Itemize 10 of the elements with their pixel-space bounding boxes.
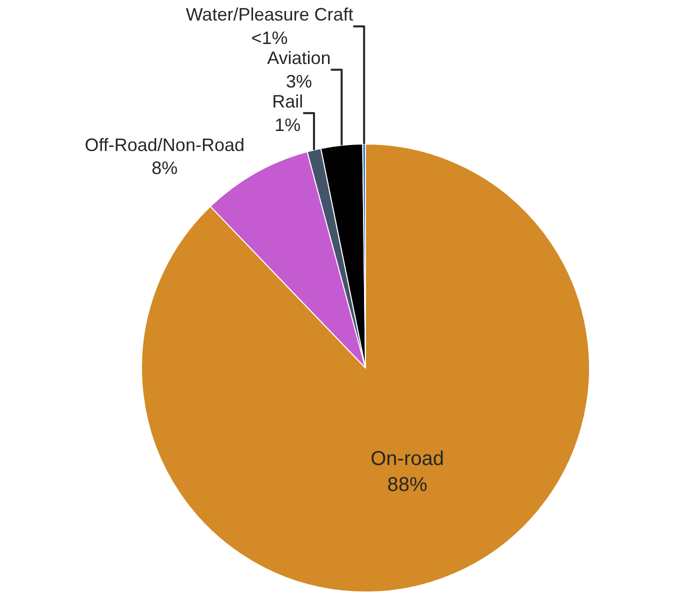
slice-label: Rail xyxy=(272,91,304,112)
data-label: 88% xyxy=(387,474,428,496)
data-label: 3% xyxy=(286,71,312,92)
slice-label: Aviation xyxy=(267,48,331,68)
slice-label: Water/Pleasure Craft xyxy=(186,4,354,25)
slice-label: On-road xyxy=(370,448,444,470)
slice-label: Off-Road/Non-Road xyxy=(84,134,244,155)
data-label: 1% xyxy=(274,114,301,135)
data-label: 8% xyxy=(152,158,178,178)
data-label: <1% xyxy=(251,28,288,48)
